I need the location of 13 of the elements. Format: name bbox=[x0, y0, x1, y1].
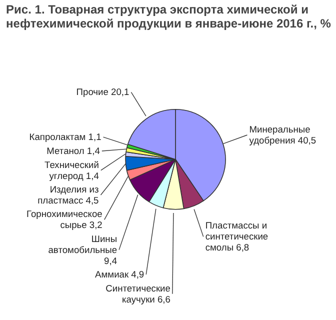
slice-label: Горнохимическое сырье 3,2 bbox=[26, 209, 102, 230]
slice-label: Шины автомобильные bbox=[48, 234, 118, 255]
slice-label: Изделия из пластмасс 4,5 bbox=[38, 184, 99, 206]
slice-label: Технический углерод 1,4 bbox=[44, 160, 99, 181]
slice-label: Минеральные удобрения 40,5 bbox=[249, 124, 316, 146]
slice-label: Аммиак 4,9 bbox=[95, 270, 144, 280]
slice-label: Метанол 1,4 bbox=[46, 146, 100, 156]
data-label: 9,4 bbox=[104, 256, 118, 266]
slice-label: Прочие 20,1 bbox=[76, 87, 130, 98]
slice-label: Синтетические каучуки 6,6 bbox=[106, 283, 170, 304]
chart-title: Рис. 1. Товарная структура экспорта химической и нефтехимической продукции в январе-июне 2016 г., % bbox=[6, 2, 332, 30]
slice-label: Капролактам 1,1 bbox=[29, 132, 102, 142]
slice-label: Пластмассы и синтетические смолы 6,8 bbox=[205, 220, 268, 253]
